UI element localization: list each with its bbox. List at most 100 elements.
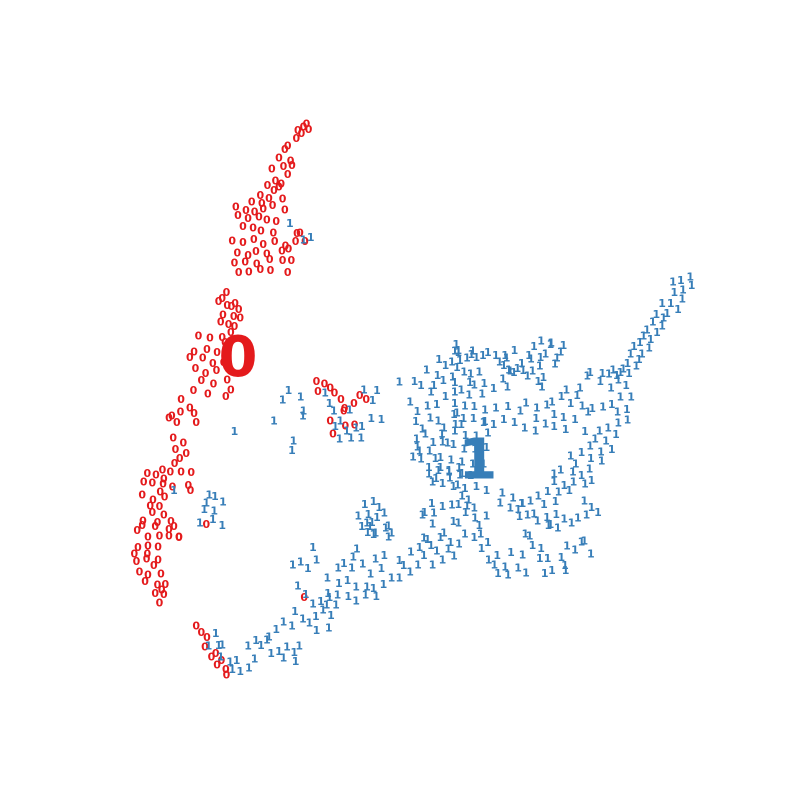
point-digit-1: 1	[483, 484, 491, 497]
point-digit-0: 0	[138, 489, 146, 502]
point-digit-1: 1	[568, 517, 576, 530]
point-digit-1: 1	[451, 376, 459, 389]
point-digit-1: 1	[460, 412, 468, 425]
point-digit-1: 1	[347, 432, 355, 445]
point-digit-1: 1	[324, 587, 332, 600]
point-digit-0: 0	[146, 499, 154, 512]
point-digit-0: 0	[230, 310, 238, 323]
point-digit-0: 0	[208, 651, 216, 664]
point-digit-1: 1	[219, 496, 227, 509]
point-digit-1: 1	[380, 578, 388, 591]
point-digit-0: 0	[223, 286, 231, 299]
point-digit-1: 1	[607, 381, 615, 394]
point-digit-1: 1	[434, 414, 442, 427]
point-digit-0: 0	[210, 378, 218, 391]
point-digit-1: 1	[519, 364, 527, 377]
point-digit-1: 1	[421, 427, 429, 440]
point-digit-1: 1	[280, 615, 288, 628]
point-digit-1: 1	[418, 509, 426, 522]
point-digit-1: 1	[548, 564, 556, 577]
point-digit-0: 0	[275, 180, 283, 193]
point-digit-0: 0	[245, 265, 253, 278]
point-digit-1: 1	[640, 329, 648, 342]
point-digit-1: 1	[494, 567, 502, 580]
point-digit-1: 1	[542, 347, 550, 360]
point-digit-0: 0	[166, 466, 174, 479]
point-digit-0: 0	[176, 452, 184, 465]
point-digit-1: 1	[457, 383, 465, 396]
point-digit-1: 1	[470, 400, 478, 413]
point-digit-1: 1	[539, 371, 547, 384]
point-digit-0: 0	[281, 143, 289, 156]
point-digit-1: 1	[455, 461, 463, 474]
point-digit-0: 0	[235, 266, 243, 279]
point-digit-0: 0	[154, 579, 162, 592]
point-digit-0: 0	[150, 559, 158, 572]
point-digit-0: 0	[143, 553, 151, 566]
point-digit-0: 0	[264, 179, 272, 192]
point-digit-0: 0	[218, 292, 226, 305]
point-digit-1: 1	[518, 497, 526, 510]
point-digit-1: 1	[451, 386, 459, 399]
point-digit-0: 0	[337, 393, 345, 406]
point-digit-0: 0	[222, 663, 230, 676]
point-digit-1: 1	[647, 333, 655, 346]
point-digit-1: 1	[395, 571, 403, 584]
point-digit-0: 0	[231, 320, 239, 333]
point-digit-0: 0	[228, 300, 236, 313]
point-digit-0: 0	[268, 162, 276, 175]
point-digit-1: 1	[609, 363, 617, 376]
point-digit-0: 0	[209, 357, 217, 370]
point-digit-0: 0	[252, 245, 260, 258]
point-digit-0: 0	[203, 631, 211, 644]
point-digit-1: 1	[380, 549, 388, 562]
point-digit-1: 1	[313, 553, 321, 566]
point-digit-0: 0	[282, 239, 290, 252]
point-digit-1: 1	[623, 403, 631, 416]
point-digit-0: 0	[231, 257, 239, 270]
point-digit-1: 1	[452, 418, 460, 431]
point-digit-1: 1	[462, 506, 470, 519]
point-digit-1: 1	[336, 414, 344, 427]
point-digit-1: 1	[331, 420, 339, 433]
point-digit-1: 1	[643, 324, 651, 337]
point-digit-1: 1	[660, 311, 668, 324]
point-digit-0: 0	[154, 516, 162, 529]
point-digit-0: 0	[244, 212, 252, 225]
point-digit-1: 1	[406, 566, 414, 579]
point-digit-1: 1	[470, 531, 478, 544]
point-digit-1: 1	[550, 408, 558, 421]
point-digit-1: 1	[429, 436, 437, 449]
point-digit-1: 1	[622, 379, 630, 392]
point-digit-1: 1	[504, 569, 512, 582]
point-digit-1: 1	[580, 494, 588, 507]
point-digit-1: 1	[594, 506, 602, 519]
point-digit-1: 1	[453, 361, 461, 374]
point-digit-0: 0	[296, 227, 304, 240]
point-digit-1: 1	[294, 579, 302, 592]
point-digit-0: 0	[151, 520, 159, 533]
point-digit-1: 1	[507, 546, 515, 559]
point-digit-1: 1	[522, 566, 530, 579]
point-digit-0: 0	[159, 463, 167, 476]
point-digit-0: 0	[148, 506, 156, 519]
point-digit-1: 1	[532, 425, 540, 438]
point-digit-1: 1	[565, 484, 573, 497]
point-digit-1: 1	[503, 352, 511, 365]
point-digit-1: 1	[429, 476, 437, 489]
point-digit-1: 1	[461, 527, 469, 540]
point-digit-1: 1	[369, 394, 377, 407]
point-digit-0: 0	[259, 238, 267, 251]
point-digit-1: 1	[406, 396, 414, 409]
point-digit-1: 1	[569, 466, 577, 479]
point-digit-0: 0	[223, 373, 231, 386]
point-digit-1: 1	[578, 446, 586, 459]
point-digit-1: 1	[370, 582, 378, 595]
point-digit-1: 1	[538, 381, 546, 394]
point-digit-1: 1	[429, 558, 437, 571]
point-digit-1: 1	[530, 340, 538, 353]
point-digit-0: 0	[138, 519, 146, 532]
point-digit-1: 1	[344, 590, 352, 603]
point-digit-1: 1	[417, 453, 425, 466]
point-digit-1: 1	[352, 581, 360, 594]
